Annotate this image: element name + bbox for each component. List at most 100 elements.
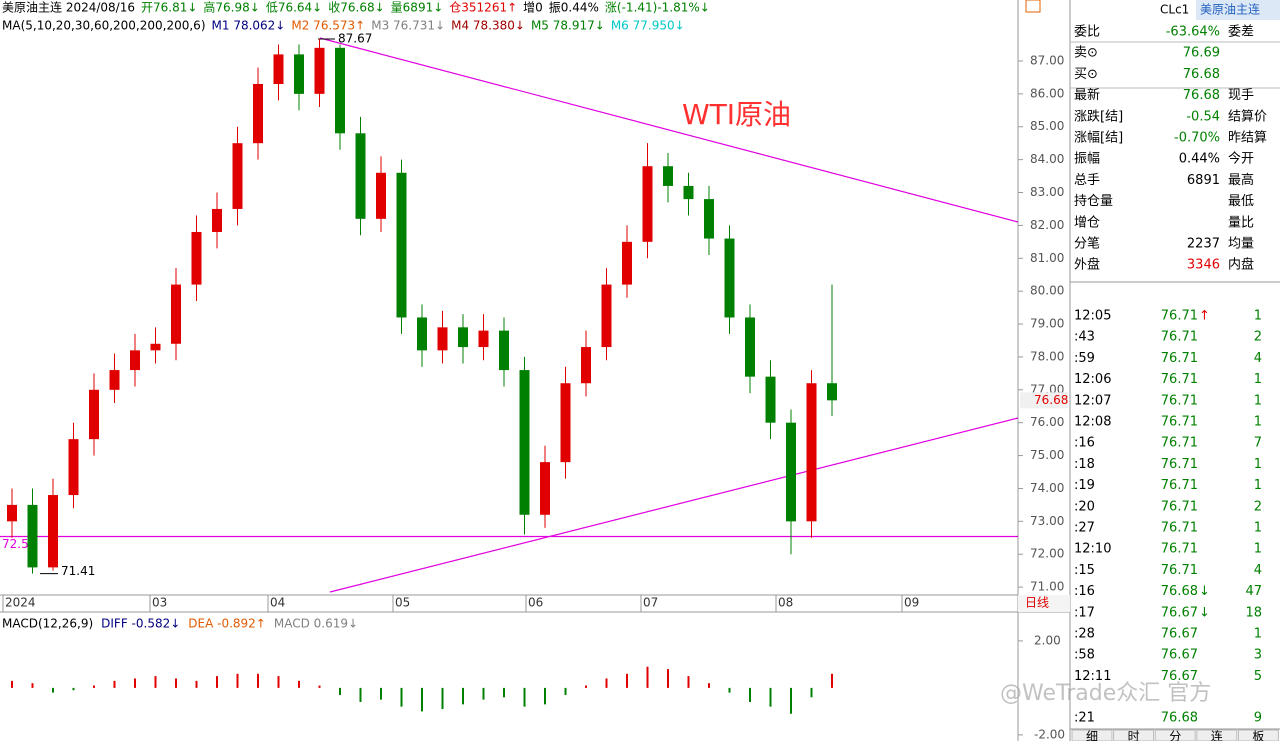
quote-label2: 昨结算 — [1228, 131, 1267, 146]
candle-body — [212, 208, 222, 232]
macd-bar — [339, 687, 341, 695]
y-tick-label: 85.00 — [1030, 119, 1064, 133]
tick-arrow: ↓ — [1199, 605, 1210, 620]
tick-time: :27 — [1074, 521, 1095, 536]
macd-bar — [646, 666, 649, 688]
date-label: 06 — [528, 596, 543, 610]
macd-legend: DIFF -0.582↓ — [101, 617, 180, 631]
macd-bar — [257, 673, 259, 688]
candle-body — [765, 376, 776, 423]
candle-body — [478, 330, 489, 348]
y-tick-label: 83.00 — [1030, 185, 1064, 199]
tick-volume: 9 — [1254, 711, 1262, 726]
candle-body — [232, 143, 243, 209]
candle-body — [417, 317, 427, 351]
header-segment: 收76.68↓ — [328, 1, 384, 15]
tick-price: 76.67 — [1161, 627, 1198, 642]
quote-label: 涨跌[结] — [1074, 108, 1123, 124]
quote-label2: 内盘 — [1228, 257, 1254, 273]
header-segment: 高76.98↓ — [203, 0, 259, 15]
quote-value: -0.70% — [1174, 131, 1220, 146]
y-tick-label: 74.00 — [1030, 481, 1064, 495]
candle-body — [601, 284, 612, 348]
candle-body — [253, 83, 263, 144]
macd-tick-label: 2.00 — [1034, 633, 1061, 647]
header-segment: M5 78.917↓ — [531, 19, 605, 33]
period-box[interactable] — [1018, 595, 1070, 612]
y-tick-label: 78.00 — [1030, 349, 1064, 363]
tick-time: :43 — [1074, 330, 1095, 345]
tick-price: 76.71 — [1161, 393, 1198, 408]
macd-bar — [441, 687, 444, 710]
macd-bar — [523, 687, 526, 707]
tab-label[interactable]: 板 — [1252, 730, 1264, 741]
candle-body — [89, 389, 99, 440]
macd-bar — [359, 687, 362, 702]
period-label[interactable]: 日线 — [1025, 596, 1049, 610]
tick-price: 76.71 — [1161, 499, 1198, 514]
macd-bar — [195, 680, 198, 688]
tick-price: 76.67 — [1161, 669, 1198, 684]
quote-label: 总手 — [1074, 173, 1100, 188]
header-segment: 量6891↓ — [391, 1, 444, 15]
tick-volume: 3 — [1254, 648, 1262, 663]
macd-bar — [277, 676, 280, 688]
macd-bar — [400, 687, 403, 707]
macd-legend: DEA -0.892↑ — [188, 617, 266, 631]
quote-label: 外盘 — [1074, 257, 1100, 273]
tick-time: 12:05 — [1074, 309, 1111, 324]
candle-body — [273, 54, 284, 84]
tick-time: 12:11 — [1074, 669, 1111, 684]
tick-time: 12:10 — [1074, 542, 1111, 557]
header-segment: M4 78.380↓ — [451, 19, 525, 33]
tick-volume: 4 — [1254, 563, 1262, 578]
tick-volume: 1 — [1254, 372, 1262, 387]
tick-price: 76.71 — [1161, 372, 1198, 387]
tick-price: 76.67 — [1161, 648, 1198, 663]
quote-label2: 今开 — [1228, 151, 1254, 167]
quote-label: 涨幅[结] — [1074, 131, 1123, 146]
date-label: 08 — [778, 596, 793, 610]
quote-value: 2237 — [1187, 237, 1220, 252]
candle-body — [499, 330, 509, 371]
tab-label[interactable]: 细 — [1086, 730, 1098, 741]
candle-body — [376, 172, 386, 219]
tab-label[interactable]: 时 — [1128, 730, 1140, 741]
tick-time: :20 — [1074, 499, 1095, 514]
macd-bar — [564, 687, 567, 695]
tab-label[interactable]: 分 — [1169, 730, 1181, 741]
tab[interactable] — [1113, 729, 1155, 741]
tick-volume: 1 — [1254, 542, 1262, 557]
tick-volume: 7 — [1254, 436, 1262, 451]
candle-body — [355, 133, 366, 219]
candle-body — [27, 504, 38, 568]
tab-label[interactable]: 连 — [1211, 729, 1223, 741]
tab[interactable] — [1237, 729, 1279, 741]
tick-price: 76.71 — [1161, 330, 1198, 345]
tick-time: :28 — [1074, 627, 1095, 642]
tick-volume: 1 — [1254, 627, 1262, 642]
macd-legend: MACD(12,26,9) — [2, 617, 93, 631]
quote-label2: 委差 — [1228, 25, 1254, 40]
macd-bar — [769, 687, 772, 707]
tab[interactable] — [1071, 729, 1113, 741]
quote-value: 0.44% — [1179, 152, 1220, 167]
high-label: 87.67 — [338, 31, 372, 45]
candle-body — [745, 317, 755, 377]
symbol-name: 美原油主连 — [1200, 2, 1260, 17]
macd-bar — [298, 680, 300, 688]
date-label: 07 — [643, 596, 658, 610]
header-segment: 增0 — [523, 1, 543, 15]
window-button[interactable] — [1025, 0, 1041, 13]
macd-bar — [154, 676, 157, 688]
tick-time: :18 — [1074, 457, 1095, 472]
tick-time: :15 — [1074, 563, 1095, 578]
watermark: @WeTrade众汇 官方 — [1000, 681, 1211, 706]
tick-volume: 1 — [1254, 393, 1262, 408]
tab[interactable] — [1196, 729, 1238, 741]
tab[interactable] — [1154, 729, 1196, 741]
y-tick-label: 84.00 — [1030, 152, 1064, 166]
tick-time: 12:07 — [1074, 393, 1111, 408]
